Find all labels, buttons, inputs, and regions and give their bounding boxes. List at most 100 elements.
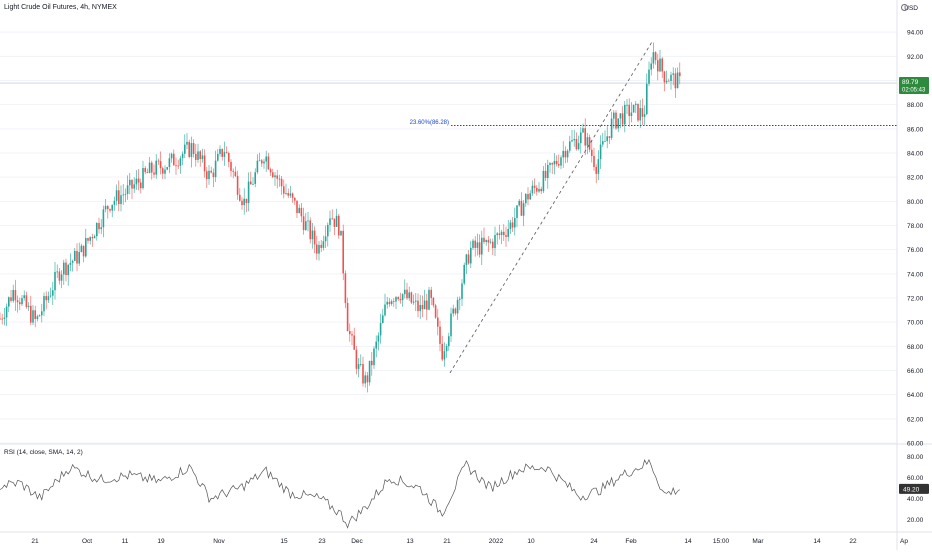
- time-tick-label: Mar: [752, 538, 764, 545]
- candle-body: [641, 108, 644, 117]
- candle-body: [562, 150, 564, 158]
- candle-body: [679, 72, 681, 77]
- current-price-value: 89.79: [902, 79, 919, 86]
- candle-body: [533, 185, 536, 188]
- candle-body: [184, 144, 186, 154]
- time-tick-label: 14: [813, 538, 821, 545]
- candle-body: [333, 218, 336, 227]
- candle-body: [452, 308, 454, 314]
- candle-body: [197, 151, 199, 160]
- candle-body: [232, 170, 234, 172]
- candle-body: [549, 163, 551, 166]
- candle-body: [129, 179, 131, 186]
- candle-body: [619, 113, 622, 119]
- candle-body: [670, 74, 672, 81]
- time-tick-label: 11: [122, 538, 129, 545]
- time-tick-label: Dec: [351, 538, 363, 545]
- candle-body: [384, 304, 386, 316]
- candle-body: [19, 302, 21, 305]
- candle-body: [254, 172, 256, 184]
- candle-body: [423, 300, 426, 310]
- price-tick-label: 64.00: [907, 392, 924, 399]
- candle-body: [547, 165, 549, 179]
- candle-body: [397, 297, 399, 300]
- time-tick-label: Feb: [625, 538, 637, 545]
- candle-body: [643, 114, 646, 117]
- candle-body: [624, 104, 626, 125]
- candle-body: [173, 153, 175, 166]
- candle-body: [195, 153, 197, 160]
- candle-body: [489, 241, 492, 243]
- candle-body: [8, 297, 10, 307]
- candle-body: [582, 128, 584, 133]
- time-tick-label: 23: [318, 538, 326, 545]
- candle-body: [650, 63, 652, 70]
- candle-body: [217, 153, 219, 161]
- candle-body: [355, 349, 358, 369]
- candle-body: [263, 161, 265, 164]
- candle-body: [377, 335, 380, 342]
- candle-body: [626, 104, 628, 106]
- candle-body: [179, 158, 182, 166]
- candle-body: [560, 157, 562, 166]
- rsi-value-tag: [899, 483, 929, 494]
- candle-body: [45, 296, 47, 301]
- candle-body: [569, 141, 571, 151]
- candle-body: [382, 315, 384, 323]
- candle-body: [349, 331, 351, 335]
- candle-body: [69, 262, 72, 265]
- candle-body: [509, 222, 512, 229]
- candle-body: [344, 273, 347, 303]
- candle-body: [272, 172, 274, 178]
- candle-body: [36, 316, 39, 319]
- candle-body: [256, 160, 259, 173]
- candle-body: [613, 112, 615, 119]
- candle-body: [595, 167, 597, 174]
- candle-body: [481, 237, 483, 255]
- candle-body: [492, 241, 494, 249]
- time-tick-label: 21: [31, 538, 39, 545]
- candle-body: [52, 290, 54, 296]
- candle-body: [472, 240, 474, 248]
- candle-body: [573, 138, 575, 141]
- settings-icon[interactable]: [901, 4, 908, 11]
- candle-body: [408, 292, 410, 299]
- candle-body: [630, 112, 633, 117]
- candle-body: [302, 216, 305, 231]
- price-tick-label: 60.00: [907, 441, 924, 448]
- candle-body: [654, 52, 657, 61]
- candle-body: [474, 240, 476, 248]
- candle-body: [60, 274, 63, 281]
- candle-body: [159, 161, 162, 169]
- time-tick-label: 19: [157, 538, 165, 545]
- candle-body: [615, 112, 617, 129]
- candle-body: [335, 215, 338, 227]
- candle-body: [410, 292, 413, 303]
- candle-body: [186, 141, 188, 145]
- candle-body: [107, 205, 109, 210]
- candle-body: [375, 341, 377, 349]
- candle-body: [316, 244, 318, 254]
- current-price-tag: [899, 77, 929, 95]
- candle-body: [386, 301, 388, 305]
- candle-body: [342, 230, 344, 274]
- candle-body: [498, 233, 501, 236]
- candle-body: [294, 197, 296, 201]
- candle-body: [261, 160, 263, 164]
- candle-body: [307, 220, 309, 222]
- candle-body: [115, 190, 118, 201]
- candle-body: [340, 230, 342, 236]
- candle-body: [584, 128, 586, 146]
- rsi-indicator-title[interactable]: RSI (14, close, SMA, 14, 2): [4, 449, 83, 456]
- price-tick-label: 68.00: [907, 344, 924, 351]
- candle-body: [496, 233, 498, 236]
- candle-body: [657, 60, 659, 72]
- candle-body: [346, 302, 349, 332]
- candle-body: [606, 136, 608, 142]
- candle-body: [221, 148, 223, 157]
- candle-body: [494, 235, 496, 249]
- price-tick-label: 74.00: [907, 271, 924, 278]
